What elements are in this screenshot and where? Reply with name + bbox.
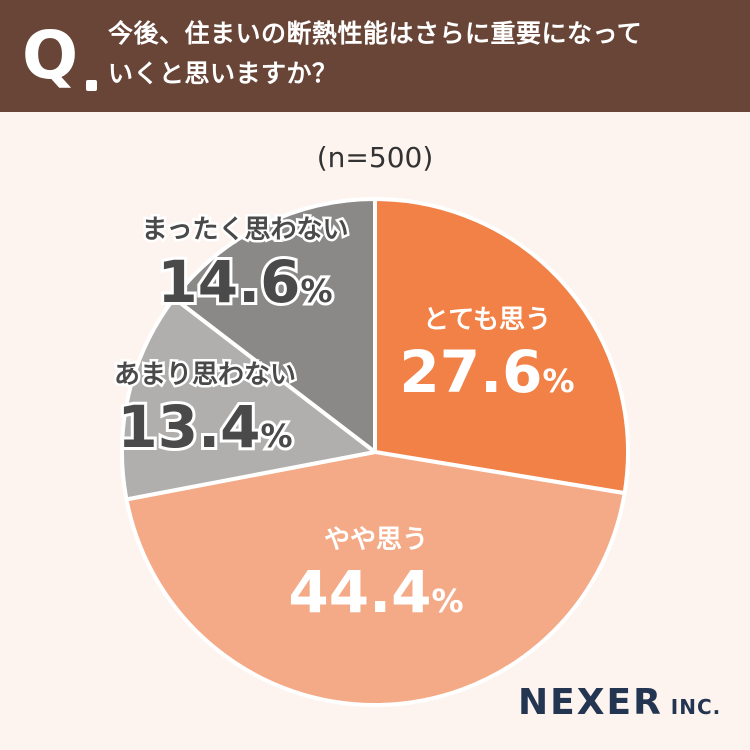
slice-value-label: 44.4% bbox=[288, 558, 463, 626]
question-line-1: 今後、住まいの断熱性能はさらに重要になって bbox=[108, 19, 643, 48]
question-text: 今後、住まいの断熱性能はさらに重要になって いくと思いますか？ bbox=[108, 14, 738, 94]
pie-slice-2 bbox=[124, 450, 627, 707]
slice-value-label: 13.4% bbox=[117, 393, 292, 461]
slice-value-label: 27.6% bbox=[399, 338, 574, 406]
brand-name: NEXER bbox=[518, 682, 663, 723]
pie-slice-3 bbox=[120, 296, 377, 502]
brand-logo: NEXER INC. bbox=[518, 682, 721, 723]
q-dot bbox=[86, 80, 97, 91]
slice-category-label: まったく思わない bbox=[142, 215, 349, 245]
q-mark: Q bbox=[22, 17, 79, 94]
question-line-2: いくと思いますか？ bbox=[108, 59, 338, 88]
slice-category-label: とても思う bbox=[423, 305, 551, 335]
brand-suffix: INC. bbox=[670, 695, 722, 719]
slice-category-label: やや思う bbox=[324, 525, 428, 555]
slice-value-label: 14.6% bbox=[157, 248, 332, 316]
slice-category-label: あまり思わない bbox=[114, 360, 296, 390]
pie-slice-1 bbox=[373, 197, 630, 496]
sample-size: (n=500) bbox=[316, 141, 434, 174]
pie-slice-4 bbox=[172, 197, 377, 454]
question-header: Q 今後、住まいの断熱性能はさらに重要になって いくと思いますか？ bbox=[0, 0, 750, 112]
